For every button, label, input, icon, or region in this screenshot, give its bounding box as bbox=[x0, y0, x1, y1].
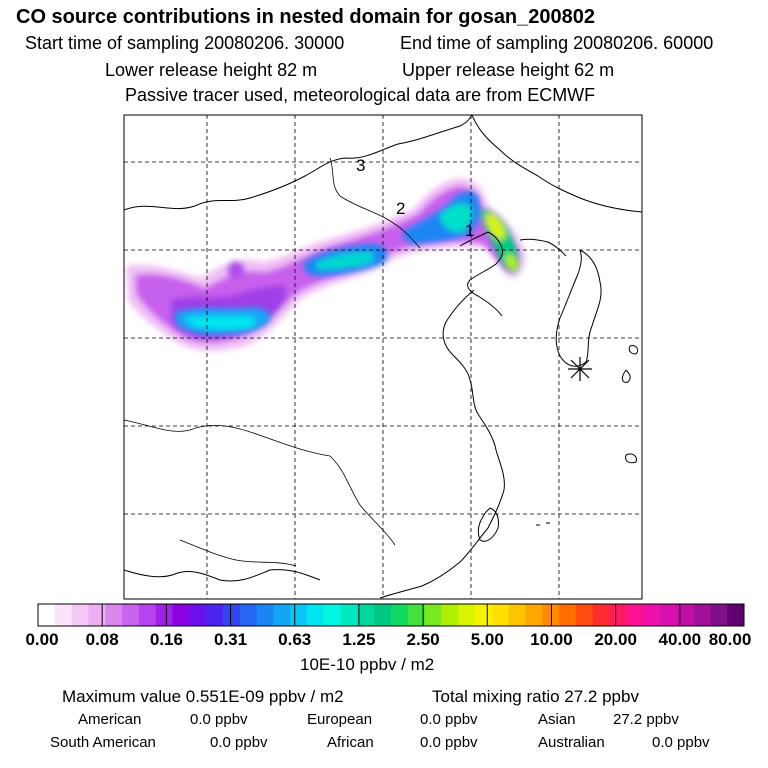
map-frame bbox=[123, 114, 643, 600]
south-american-label: South American bbox=[50, 734, 156, 751]
asian-value: 27.2 ppbv bbox=[613, 711, 679, 728]
south-american-value: 0.0 ppbv bbox=[210, 734, 268, 751]
colorbar-tick-label: 80.00 bbox=[708, 630, 752, 649]
marker-3: 3 bbox=[356, 156, 365, 175]
colorbar-cell bbox=[256, 604, 274, 626]
colorbar-cell bbox=[542, 604, 560, 626]
colorbar-tick-label: 10.00 bbox=[530, 630, 573, 649]
colorbar-cell bbox=[273, 604, 291, 626]
lower-height-label: Lower release height 82 m bbox=[105, 60, 318, 80]
american-label: American bbox=[78, 711, 142, 728]
colorbar-cell bbox=[306, 604, 325, 626]
colorbar-cell bbox=[575, 604, 594, 626]
colorbar-cell bbox=[122, 604, 140, 626]
end-time-label: End time of sampling 20080206. 60000 bbox=[400, 33, 714, 53]
colorbar-tick-label: 0.00 bbox=[25, 630, 59, 649]
colorbar-tick-label: 2.50 bbox=[406, 630, 440, 649]
colorbar-cell bbox=[525, 604, 543, 626]
colorbar-cell bbox=[206, 604, 224, 626]
colorbar-tick-label: 20.00 bbox=[594, 630, 637, 649]
coastlines bbox=[124, 115, 642, 599]
colorbar-tick-label: 5.00 bbox=[470, 630, 504, 649]
colorbar-cell bbox=[643, 604, 661, 626]
colorbar-tick-label: 0.16 bbox=[149, 630, 183, 649]
colorbar-cell bbox=[424, 604, 442, 626]
plot-title: CO source contributions in nested domain… bbox=[16, 6, 596, 28]
colorbar-cell bbox=[676, 604, 695, 626]
colorbar-cell bbox=[710, 604, 728, 626]
upper-height-label: Upper release height 62 m bbox=[402, 60, 615, 80]
african-label: African bbox=[327, 734, 374, 751]
colorbar-tick-label: 40.00 bbox=[658, 630, 702, 649]
european-label: European bbox=[307, 711, 373, 728]
colorbar-cell bbox=[659, 604, 678, 626]
marker-2: 2 bbox=[396, 199, 405, 218]
european-value: 0.0 ppbv bbox=[420, 711, 478, 728]
colorbar-cell bbox=[626, 604, 644, 626]
colorbar-cell bbox=[374, 604, 392, 626]
colorbar-cell bbox=[189, 604, 207, 626]
tracer-note: Passive tracer used, meteorological data… bbox=[125, 85, 596, 105]
total-mixing-ratio: Total mixing ratio 27.2 ppbv bbox=[432, 687, 639, 706]
colorbar-cell bbox=[559, 604, 577, 626]
colorbar-cell bbox=[491, 604, 510, 626]
colorbar-cell bbox=[155, 604, 173, 626]
marker-1: 1 bbox=[465, 221, 474, 240]
colorbar-cell bbox=[508, 604, 526, 626]
american-value: 0.0 ppbv bbox=[190, 711, 248, 728]
colorbar-tick-label: 0.31 bbox=[213, 630, 248, 649]
colorbar-cell bbox=[239, 604, 258, 626]
start-time-label: Start time of sampling 20080206. 30000 bbox=[25, 33, 345, 53]
colorbar-cell bbox=[290, 604, 308, 626]
colorbar-cell bbox=[105, 604, 123, 626]
colorbar-cell bbox=[340, 604, 358, 626]
colorbar-cell bbox=[609, 604, 627, 626]
colorbar-cell bbox=[727, 604, 745, 626]
colorbar-cell bbox=[592, 604, 611, 626]
colorbar-tick-label: 0.63 bbox=[278, 630, 312, 649]
colorbar-cell bbox=[357, 604, 375, 626]
colorbar-cell bbox=[38, 604, 56, 626]
colorbar-cell bbox=[222, 604, 241, 626]
colorbar-tick-label: 0.08 bbox=[85, 630, 119, 649]
colorbar-cell bbox=[323, 604, 342, 626]
colorbar-cell bbox=[693, 604, 711, 626]
lat-lon-grid bbox=[124, 115, 642, 599]
colorbar-cell bbox=[71, 604, 89, 626]
colorbar-cell bbox=[458, 604, 476, 626]
colorbar-cell bbox=[407, 604, 426, 626]
receptor-star-icon bbox=[568, 357, 592, 381]
colorbar-units: 10E-10 ppbv / m2 bbox=[300, 655, 435, 674]
colorbar-cell bbox=[441, 604, 459, 626]
colorbar-cell bbox=[172, 604, 190, 626]
plume-core bbox=[175, 191, 519, 335]
african-value: 0.0 ppbv bbox=[420, 734, 478, 751]
colorbar-tick-label: 1.25 bbox=[342, 630, 376, 649]
colorbar-cell bbox=[391, 604, 409, 626]
colorbar-cell bbox=[138, 604, 157, 626]
colorbar-cell bbox=[475, 604, 493, 626]
maximum-value: Maximum value 0.551E-09 ppbv / m2 bbox=[62, 687, 344, 706]
australian-value: 0.0 ppbv bbox=[652, 734, 710, 751]
colorbar-cell bbox=[88, 604, 106, 626]
australian-label: Australian bbox=[538, 734, 605, 751]
colorbar-cell bbox=[54, 604, 73, 626]
asian-label: Asian bbox=[538, 711, 576, 728]
